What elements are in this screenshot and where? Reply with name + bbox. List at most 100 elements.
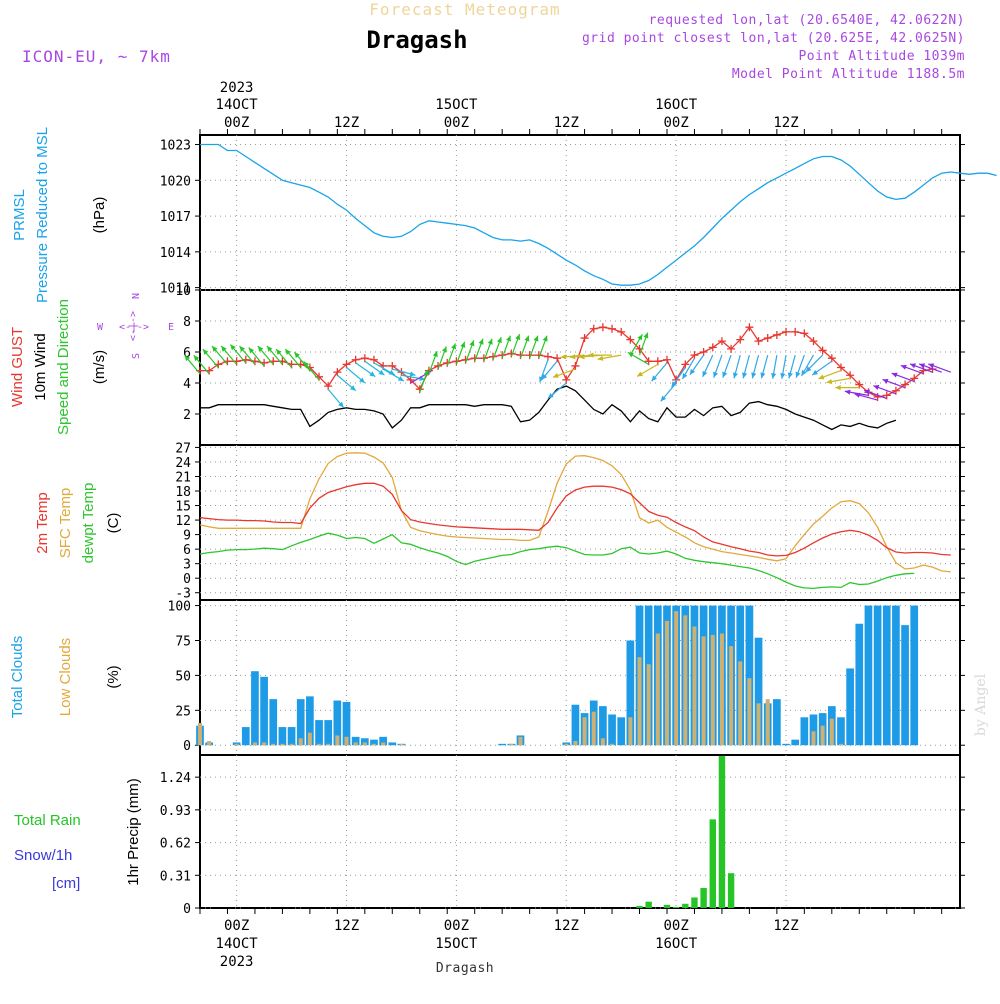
total-cloud-bar [388,742,397,746]
model-altitude: Model Point Altitude 1188.5m [732,67,965,82]
low-cloud-bar [738,661,743,746]
gust-marker [727,344,736,353]
wind-direction-arrow [547,382,567,399]
wind-direction-arrow [805,354,824,373]
top-hour-label: 12Z [334,115,359,131]
total-cloud-bar [251,671,259,746]
arrow-head [257,346,264,352]
arrow-head [266,346,273,352]
arrow-head [487,338,493,345]
low-cloud-bar [280,743,285,746]
total-cloud-bar [306,696,314,746]
wind-direction-arrow [800,354,815,377]
bottom-hour-label: 00Z [224,918,249,934]
arrow-head [751,372,757,379]
low-cloud-bar [252,742,257,746]
total-cloud-bar [837,717,845,746]
gust-marker [791,327,800,336]
wind-direction-arrow [510,333,521,357]
compass-s: S [131,353,142,359]
arrow-head [643,332,649,339]
wind-direction-arrow [239,345,256,365]
arrow-head [671,381,677,388]
top-date-label: 16OCT [655,97,698,113]
clouds-unit: (%) [105,665,122,688]
low-cloud-bar [646,664,651,746]
gust-marker [553,354,562,363]
wind-direction-arrow [382,368,405,382]
low-cloud-bar [271,743,276,746]
wind-direction-arrow [220,345,238,365]
panel-frame [199,134,961,291]
low-cloud-bar [747,678,752,746]
gust-marker [699,348,708,356]
y-tick-label: 1020 [160,174,191,189]
plot-area: 10111014101710201023246810-3036912151821… [160,80,997,970]
arrow-head [460,341,466,348]
low-cloud-bar [307,732,312,746]
total-cloud-bar [782,743,790,746]
wind-direction-arrow [257,345,274,365]
gust-marker [846,371,855,380]
top-hour-label: 00Z [663,115,688,131]
arrow-head [742,372,748,379]
wind-direction-arrow [771,354,778,379]
arrow-head [651,375,658,382]
low-cloud-bar [674,611,679,746]
total-cloud-bar [571,704,580,746]
bottom-date-label: 14OCT [216,936,259,952]
arrow-head [891,372,898,378]
wind-direction-arrow [211,345,228,365]
arrow-head [588,352,594,358]
precip-axis-label: 1hr Precip (mm) [125,778,142,886]
pressure-name-label: Pressure Reduced to MSL [34,127,51,303]
dewpt-line [199,532,915,590]
rain-bar [718,756,726,908]
wind-direction-arrow [918,363,942,373]
dewpt-label: dewpt Temp [80,483,97,564]
low-cloud-bar [683,615,688,746]
gust-marker [653,357,662,366]
gust-marker [782,327,791,336]
total-cloud-bar [882,605,891,746]
total-cloud-bar [809,714,818,746]
total-cloud-bar [791,739,800,746]
arrow-head [854,392,861,398]
snow-unit: [cm] [52,875,80,892]
total-cloud-bar [498,743,507,746]
gust-marker [617,327,626,336]
bottom-hour-label: 00Z [444,918,469,934]
gust-marker [342,360,351,369]
wind-direction-arrow [681,357,695,380]
rain-bar [672,906,680,908]
top-hour-label: 12Z [773,115,798,131]
wind-direction-arrow [787,354,796,379]
y-tick-label: 1011 [160,282,191,297]
gust-marker [388,361,397,370]
gust-marker [662,355,671,364]
wind-direction-arrow [873,385,897,395]
low-cloud-bar [234,743,239,746]
wind-direction-arrow [882,378,906,389]
low-cloud-bar [664,620,670,746]
y-tick-label: 0.31 [160,869,191,884]
total-cloud-bar [260,676,268,746]
gust-marker [827,354,836,363]
arrow-head [441,346,447,353]
panel-frame [199,444,961,601]
gust-marker [589,324,598,333]
wind-direction-arrow [588,352,613,358]
total-cloud-bar [626,640,635,746]
arrow-head [795,371,801,378]
low-cloud-bar [289,743,294,746]
total-cloud-bar [296,699,305,746]
gust-marker [836,363,845,372]
total-cloud-bar [864,605,873,746]
low-cloud-bar [838,743,843,746]
arrow-head [221,346,227,352]
y-tick-label: 1014 [160,246,191,261]
total-cloud-bar [324,720,333,746]
arrow-head [919,363,926,369]
wind-direction-arrow [229,344,247,364]
top-date-label: 14OCT [216,97,259,113]
